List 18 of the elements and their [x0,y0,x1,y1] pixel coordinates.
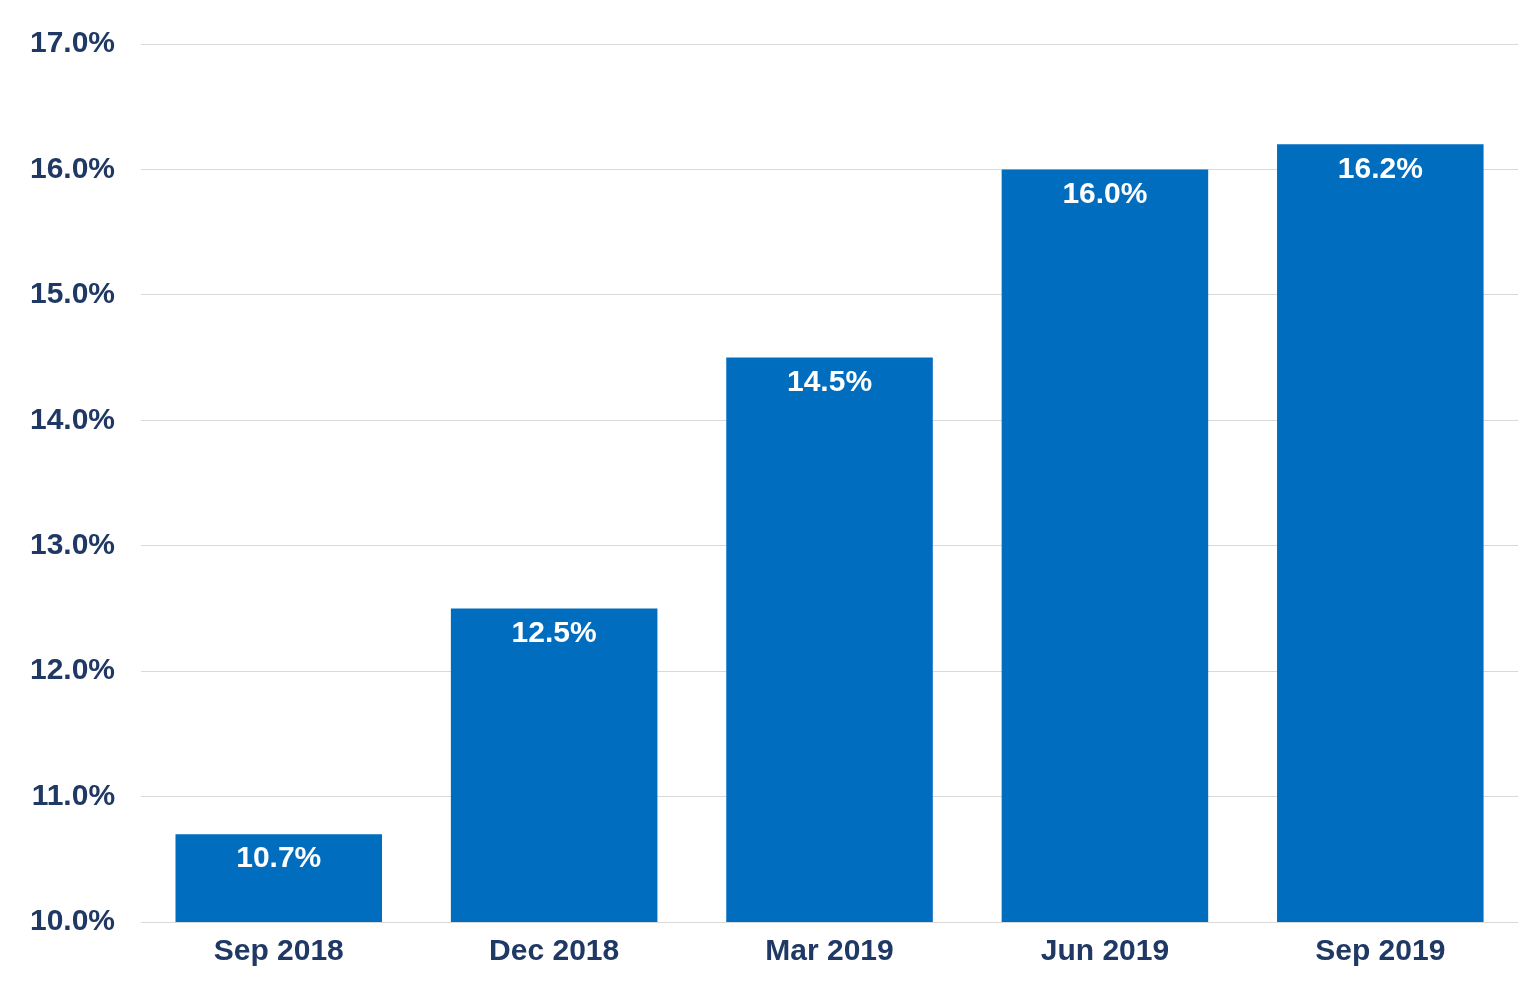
x-tick-label: Jun 2019 [1040,933,1170,967]
y-tick-label: 10.0% [29,903,116,937]
y-tick-label: 16.0% [29,150,116,184]
x-tick-label: Dec 2018 [489,933,620,967]
x-tick-label: Mar 2019 [765,933,894,967]
data-label: 16.0% [1062,175,1148,209]
y-tick-label: 14.0% [29,401,116,435]
y-tick-label: 12.0% [29,652,116,686]
data-label: 14.5% [786,363,873,397]
y-tick-label: 15.0% [29,276,116,310]
data-label: 12.5% [511,614,597,648]
x-tick-label: Sep 2019 [1315,933,1446,967]
x-tick-label: Sep 2018 [213,933,344,967]
y-tick-label: 17.0% [29,25,116,59]
data-label: 16.2% [1337,150,1423,184]
y-tick-label: 11.0% [31,777,116,811]
y-tick-label: 13.0% [29,526,116,560]
data-label: 10.7% [236,840,322,874]
